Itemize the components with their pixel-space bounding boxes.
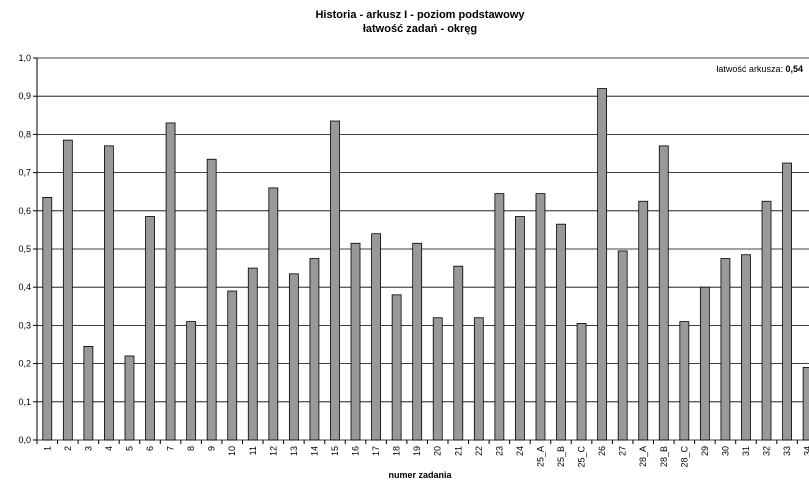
bar <box>638 200 649 441</box>
y-tick-label: 0,2 <box>18 359 31 369</box>
bar <box>186 321 197 441</box>
y-tick-label: 0,6 <box>18 206 31 216</box>
x-tick-label: 13 <box>289 446 299 456</box>
bar <box>165 122 176 441</box>
x-axis-label: numer zadania <box>388 470 452 480</box>
bar <box>802 367 809 441</box>
x-tick-label: 10 <box>227 446 237 456</box>
bar <box>535 193 546 441</box>
x-tick-label: 20 <box>433 446 443 456</box>
bar <box>288 273 299 441</box>
x-tick-label: 32 <box>762 446 772 456</box>
bar <box>330 120 340 441</box>
x-tick-label: 28_C <box>679 445 689 467</box>
bar <box>782 162 792 441</box>
x-tick-label: 33 <box>782 446 792 456</box>
bar <box>453 265 464 441</box>
x-tick-label: 12 <box>268 446 278 456</box>
bar <box>309 258 320 441</box>
x-tick-label: 6 <box>145 446 155 451</box>
x-tick-label: 27 <box>618 446 628 456</box>
x-tick-label: 15 <box>330 446 340 456</box>
bar <box>412 242 423 441</box>
bar <box>145 216 155 441</box>
y-tick-label: 0,3 <box>18 320 31 330</box>
x-tick-label: 1 <box>42 446 52 451</box>
bar <box>42 197 53 441</box>
y-tick-label: 0,4 <box>18 282 31 292</box>
y-tick-label: 1,0 <box>18 53 31 63</box>
x-tick-label: 28_B <box>659 446 669 467</box>
bar <box>350 242 361 441</box>
x-tick-label: 29 <box>700 446 710 456</box>
bar <box>227 290 238 441</box>
x-tick-label: 2 <box>63 446 73 451</box>
x-tick-label: 23 <box>494 446 504 456</box>
bar <box>741 254 751 441</box>
bar <box>617 250 628 441</box>
x-tick-label: 25_B <box>556 446 566 467</box>
y-tick-label: 0,1 <box>18 397 31 407</box>
x-tick-label: 8 <box>186 446 196 451</box>
x-tick-label: 18 <box>392 446 402 456</box>
x-tick-label: 3 <box>83 446 93 451</box>
x-tick-label: 24 <box>515 446 525 456</box>
annotation-value: 0,54 <box>785 64 803 74</box>
x-tick-label: 28_A <box>638 446 648 467</box>
x-tick-label: 17 <box>371 446 381 456</box>
bar <box>761 200 772 441</box>
bar <box>391 294 402 441</box>
x-tick-label: 30 <box>720 446 730 456</box>
annotation: łatwość arkusza: 0,54 <box>716 64 803 74</box>
bar <box>515 216 525 441</box>
x-tick-label: 4 <box>104 446 114 451</box>
y-tick-label: 0,8 <box>18 129 31 139</box>
bar <box>556 223 566 441</box>
bar <box>597 88 608 441</box>
bar <box>432 317 443 441</box>
bar <box>62 139 73 441</box>
x-tick-label: 34 <box>803 446 809 456</box>
bar <box>104 145 114 441</box>
y-tick-label: 0,9 <box>18 91 31 101</box>
bar <box>83 346 94 441</box>
x-tick-label: 11 <box>248 446 258 455</box>
annotation-text: łatwość arkusza: <box>716 64 783 74</box>
x-tick-label: 16 <box>351 446 361 456</box>
bar <box>206 158 217 441</box>
bar <box>371 233 381 441</box>
bar <box>576 323 587 441</box>
x-tick-label: 25_A <box>535 446 545 467</box>
x-tick-label: 25_C <box>577 445 587 467</box>
bar <box>720 258 731 441</box>
bar <box>124 355 135 441</box>
bar <box>247 267 258 441</box>
x-tick-label: 9 <box>207 446 217 451</box>
chart-title: Historia - arkusz I - poziom podstawowy <box>315 9 525 21</box>
bar <box>494 193 505 441</box>
x-tick-label: 21 <box>453 446 463 456</box>
x-tick-label: 22 <box>474 446 484 456</box>
x-tick-label: 7 <box>166 446 176 451</box>
y-tick-label: 0,0 <box>18 435 31 445</box>
x-tick-label: 14 <box>309 446 319 456</box>
x-tick-label: 5 <box>124 446 134 451</box>
bar <box>679 321 690 441</box>
bar <box>473 317 484 441</box>
x-tick-label: 26 <box>597 446 607 456</box>
bar <box>658 145 669 441</box>
bar <box>699 286 710 441</box>
y-tick-label: 0,7 <box>18 168 31 178</box>
y-tick-label: 0,5 <box>18 244 31 254</box>
bar <box>268 187 279 441</box>
x-tick-label: 31 <box>741 446 751 456</box>
x-tick-label: 19 <box>412 446 422 456</box>
chart-subtitle: łatwość zadań - okręg <box>363 23 477 35</box>
